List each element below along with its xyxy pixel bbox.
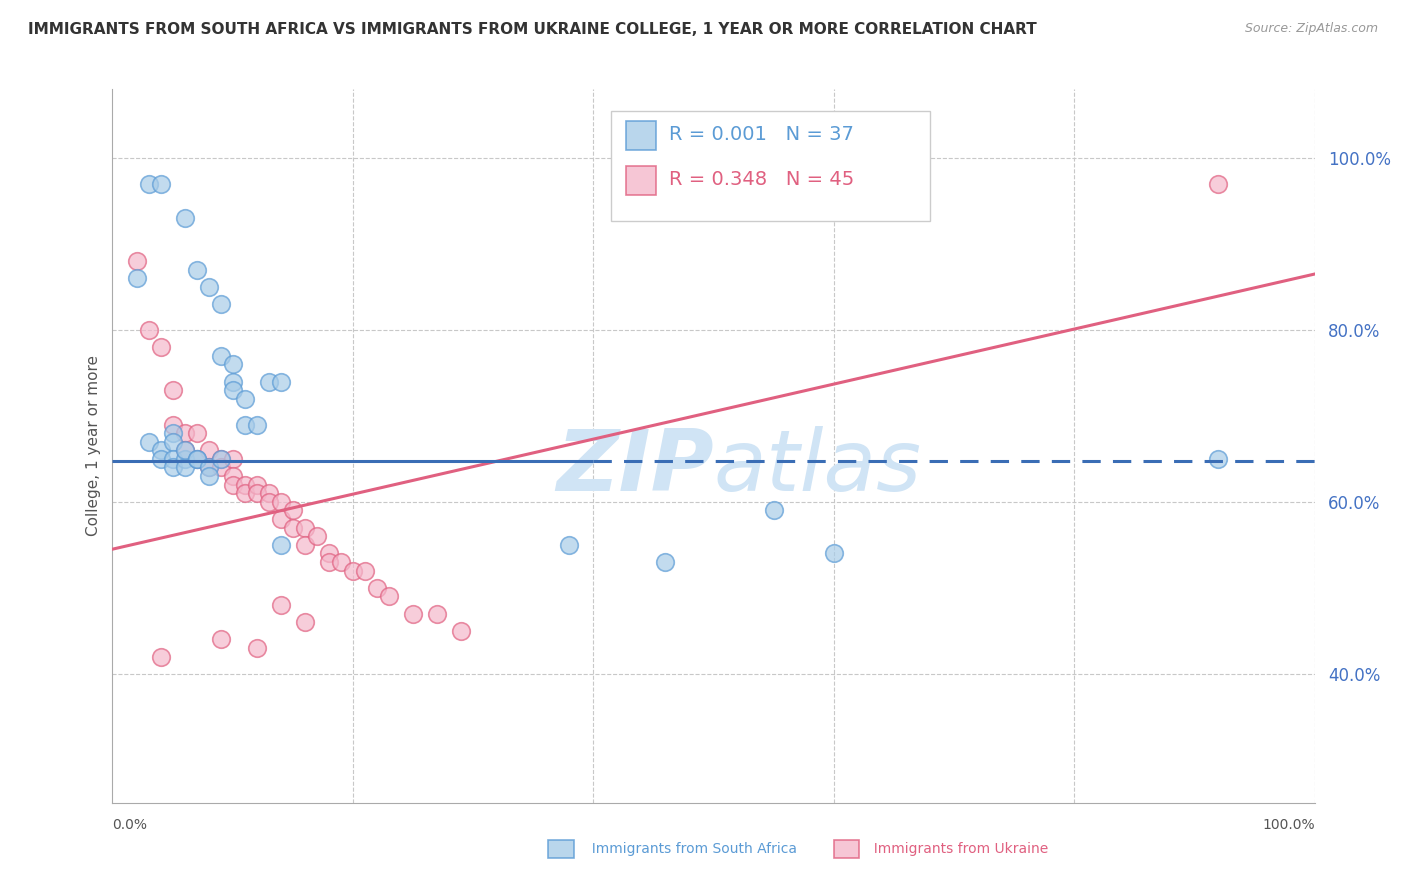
Point bbox=[270, 375, 292, 389]
Point bbox=[222, 383, 245, 397]
Text: 0.0%: 0.0% bbox=[112, 818, 148, 832]
Point bbox=[173, 460, 195, 475]
Point bbox=[294, 538, 316, 552]
FancyBboxPatch shape bbox=[626, 121, 655, 150]
FancyBboxPatch shape bbox=[834, 840, 859, 858]
Point bbox=[450, 624, 472, 638]
Point bbox=[762, 503, 785, 517]
Point bbox=[162, 383, 184, 397]
Point bbox=[173, 426, 195, 441]
Point bbox=[329, 555, 352, 569]
Point bbox=[186, 451, 208, 466]
Y-axis label: College, 1 year or more: College, 1 year or more bbox=[86, 356, 101, 536]
Point bbox=[162, 460, 184, 475]
FancyBboxPatch shape bbox=[548, 840, 574, 858]
Text: ZIP: ZIP bbox=[555, 425, 713, 509]
Point bbox=[209, 297, 232, 311]
Point bbox=[257, 375, 280, 389]
FancyBboxPatch shape bbox=[612, 111, 929, 221]
Point bbox=[233, 417, 256, 432]
Point bbox=[222, 469, 245, 483]
Text: Immigrants from South Africa: Immigrants from South Africa bbox=[583, 842, 797, 856]
Text: atlas: atlas bbox=[713, 425, 921, 509]
Point bbox=[149, 177, 172, 191]
Point bbox=[197, 460, 219, 475]
Point bbox=[197, 443, 219, 458]
Point bbox=[246, 641, 269, 656]
Point bbox=[222, 375, 245, 389]
Point bbox=[186, 426, 208, 441]
Text: R = 0.001   N = 37: R = 0.001 N = 37 bbox=[669, 125, 853, 144]
Point bbox=[270, 495, 292, 509]
Point bbox=[318, 546, 340, 560]
Point bbox=[162, 426, 184, 441]
Point bbox=[197, 460, 219, 475]
Point bbox=[149, 649, 172, 664]
Point bbox=[257, 486, 280, 500]
Point bbox=[294, 521, 316, 535]
Point bbox=[186, 451, 208, 466]
Point bbox=[125, 271, 148, 285]
Point bbox=[209, 349, 232, 363]
Point bbox=[149, 451, 172, 466]
Text: IMMIGRANTS FROM SOUTH AFRICA VS IMMIGRANTS FROM UKRAINE COLLEGE, 1 YEAR OR MORE : IMMIGRANTS FROM SOUTH AFRICA VS IMMIGRAN… bbox=[28, 22, 1036, 37]
Point bbox=[281, 521, 304, 535]
Text: Immigrants from Ukraine: Immigrants from Ukraine bbox=[865, 842, 1047, 856]
Point bbox=[270, 512, 292, 526]
Point bbox=[354, 564, 377, 578]
Point bbox=[233, 486, 256, 500]
Point bbox=[402, 607, 425, 621]
Point bbox=[149, 340, 172, 354]
Point bbox=[246, 486, 269, 500]
Point bbox=[173, 443, 195, 458]
Point bbox=[138, 177, 160, 191]
Point bbox=[426, 607, 449, 621]
Point bbox=[222, 451, 245, 466]
Point bbox=[209, 451, 232, 466]
Point bbox=[186, 451, 208, 466]
FancyBboxPatch shape bbox=[626, 166, 655, 194]
Point bbox=[233, 477, 256, 491]
Point bbox=[149, 443, 172, 458]
Point bbox=[305, 529, 328, 543]
Point bbox=[1208, 177, 1230, 191]
Point bbox=[173, 211, 195, 226]
Point bbox=[173, 451, 195, 466]
Text: 100.0%: 100.0% bbox=[1263, 818, 1315, 832]
Point bbox=[209, 451, 232, 466]
Point bbox=[823, 546, 845, 560]
Point bbox=[138, 323, 160, 337]
Point bbox=[186, 262, 208, 277]
Text: R = 0.348   N = 45: R = 0.348 N = 45 bbox=[669, 169, 855, 188]
Point bbox=[209, 632, 232, 647]
Point bbox=[222, 477, 245, 491]
Point bbox=[222, 357, 245, 371]
Point bbox=[654, 555, 676, 569]
Point bbox=[366, 581, 388, 595]
Point bbox=[270, 538, 292, 552]
Point bbox=[173, 443, 195, 458]
Point bbox=[342, 564, 364, 578]
Point bbox=[378, 590, 401, 604]
Point bbox=[162, 434, 184, 449]
Point bbox=[125, 254, 148, 268]
Point bbox=[197, 280, 219, 294]
Text: Source: ZipAtlas.com: Source: ZipAtlas.com bbox=[1244, 22, 1378, 36]
Point bbox=[246, 477, 269, 491]
Point bbox=[270, 598, 292, 612]
Point bbox=[233, 392, 256, 406]
Point bbox=[1208, 451, 1230, 466]
Point bbox=[294, 615, 316, 630]
Point bbox=[162, 451, 184, 466]
Point bbox=[138, 434, 160, 449]
Point bbox=[281, 503, 304, 517]
Point bbox=[197, 469, 219, 483]
Point bbox=[209, 460, 232, 475]
Point bbox=[246, 417, 269, 432]
Point bbox=[257, 495, 280, 509]
Point bbox=[558, 538, 581, 552]
Point bbox=[162, 417, 184, 432]
Point bbox=[318, 555, 340, 569]
